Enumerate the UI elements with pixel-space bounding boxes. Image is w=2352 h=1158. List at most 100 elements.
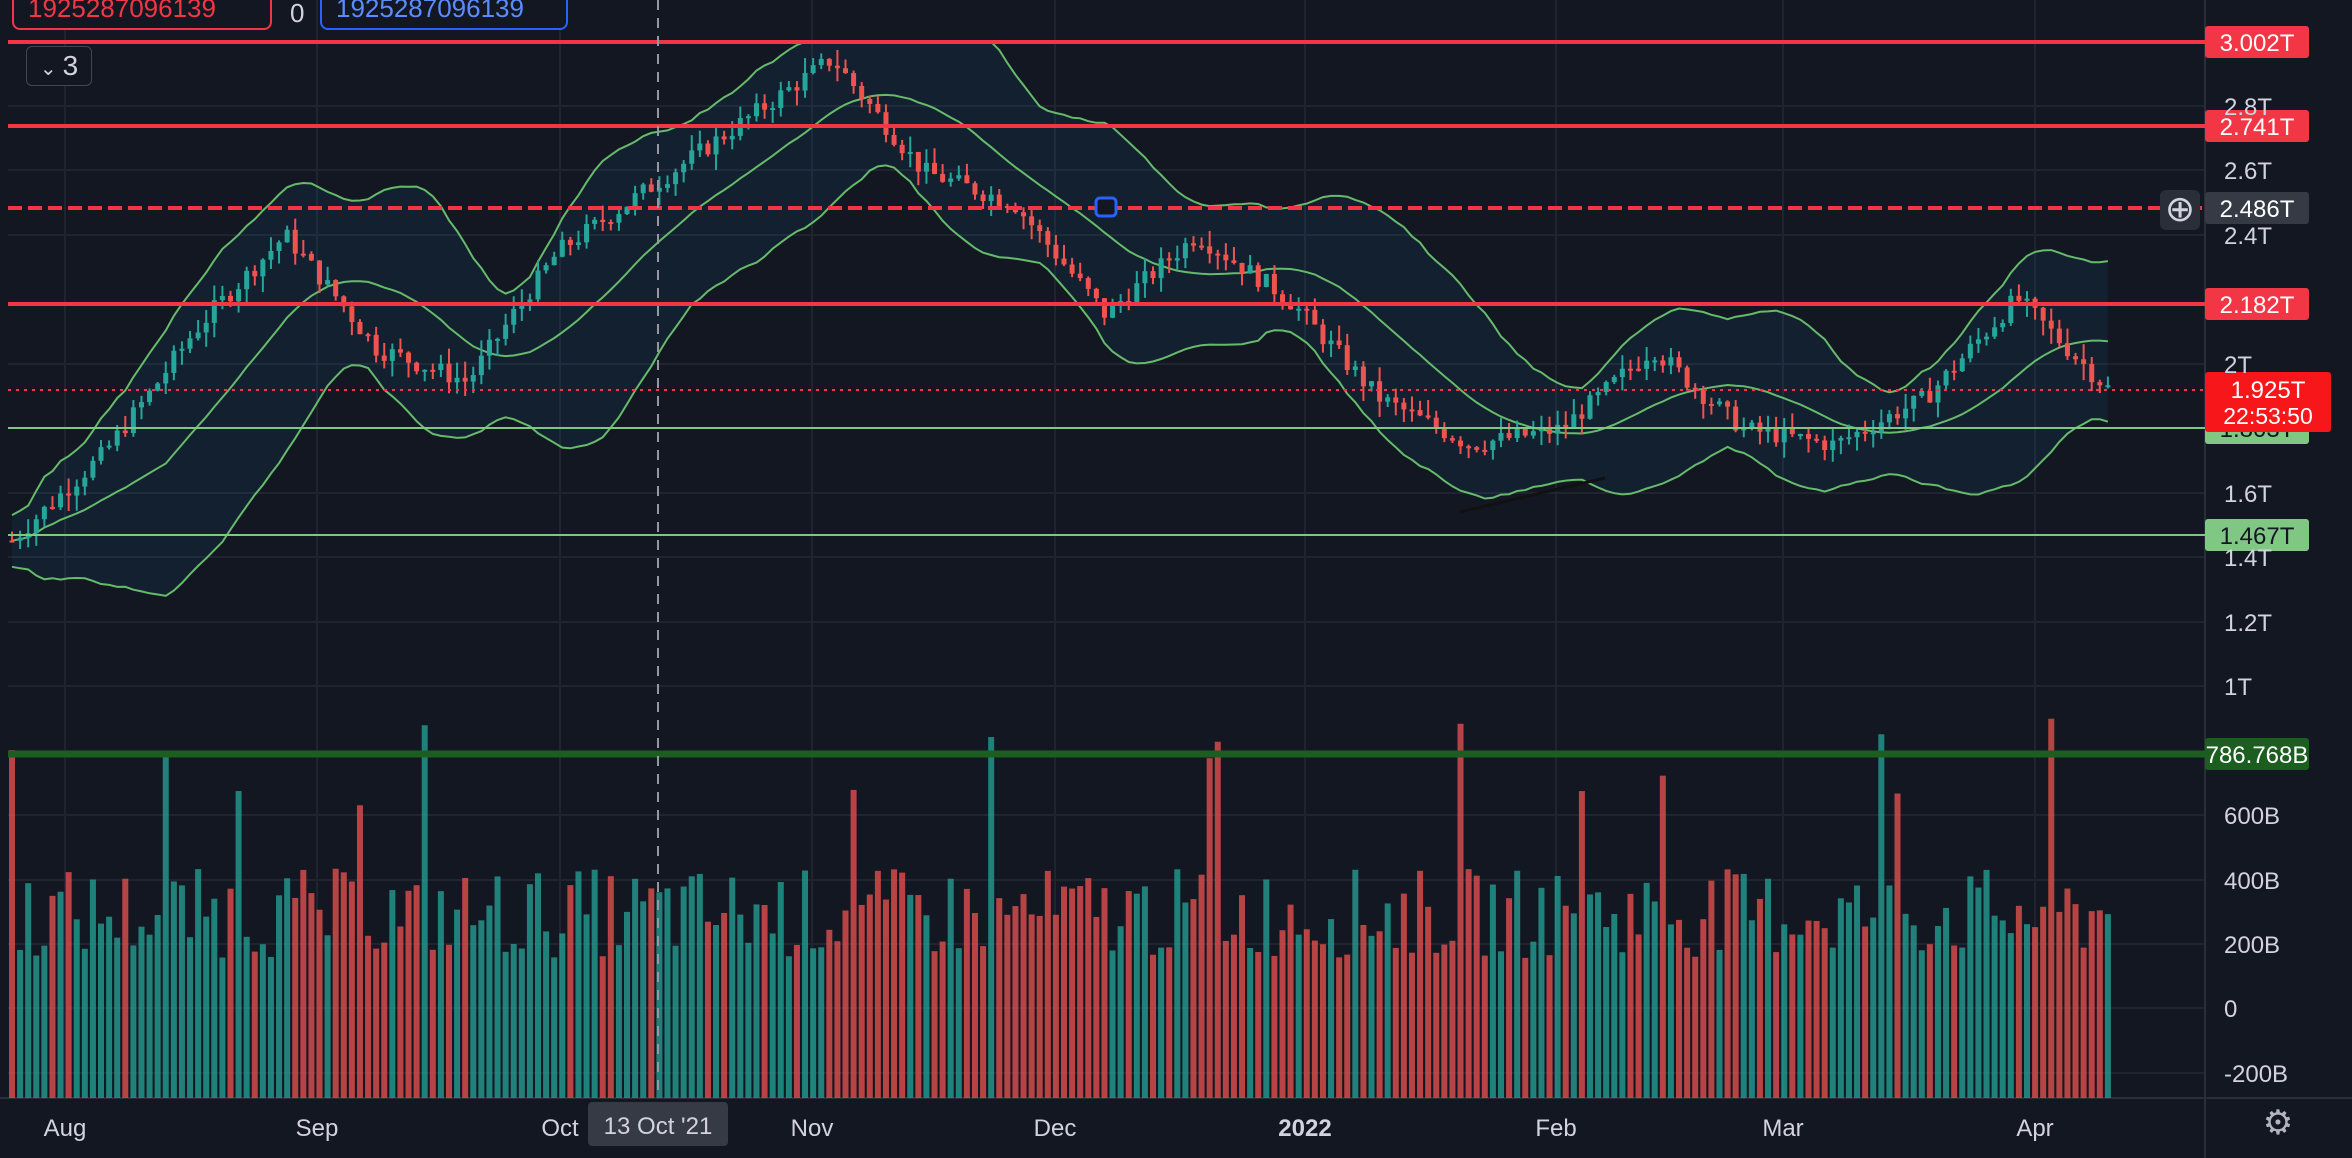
- volume-bar: [356, 805, 363, 1098]
- volume-bar: [1150, 954, 1157, 1098]
- candle-body: [98, 447, 104, 461]
- candle-body: [252, 270, 258, 277]
- horizontal-levels[interactable]: 3.002T2.741T2.486T2.182T1.803T1.467T786.…: [8, 26, 2331, 770]
- volume-bar: [1408, 952, 1415, 1098]
- volume-bar: [1166, 947, 1173, 1098]
- volume-bar: [494, 876, 501, 1098]
- candle-body: [1830, 440, 1836, 451]
- candle-body: [1247, 265, 1253, 274]
- candle-body: [1935, 385, 1941, 403]
- time-tick-label: Aug: [44, 1115, 87, 1142]
- candle-body: [1207, 246, 1213, 254]
- volume-bar: [1012, 906, 1019, 1098]
- candle-body: [1992, 327, 1998, 337]
- candle-body: [567, 239, 573, 246]
- candle-body: [988, 194, 994, 201]
- volume-bar: [1182, 902, 1189, 1098]
- candle-body: [268, 250, 274, 260]
- volume-bar: [680, 886, 687, 1098]
- candle-body: [317, 260, 323, 285]
- candle-body: [851, 73, 857, 86]
- candle-body: [1797, 434, 1803, 437]
- volume-bar: [300, 869, 307, 1098]
- candle-body: [843, 68, 849, 74]
- gear-icon[interactable]: ⚙: [2262, 1104, 2294, 1142]
- volume-bar: [1765, 878, 1772, 1098]
- candle-body: [584, 223, 590, 243]
- trend-line[interactable]: [1459, 476, 1606, 514]
- indicator-collapse-button[interactable]: ⌄ 3: [26, 46, 92, 86]
- candle-body: [2016, 295, 2022, 301]
- candle-body: [1619, 368, 1625, 378]
- volume-bar: [1910, 925, 1917, 1098]
- volume-bar: [1093, 916, 1100, 1098]
- candle-body: [1603, 382, 1609, 393]
- candle-body: [1199, 245, 1205, 248]
- volume-bar: [1174, 869, 1181, 1098]
- volume-bar: [219, 957, 226, 1098]
- candle-body: [802, 72, 808, 91]
- volume-bar: [1570, 913, 1577, 1098]
- volume-bar: [1959, 947, 1966, 1098]
- candle-body: [713, 136, 719, 155]
- volume-bar: [842, 910, 849, 1098]
- volume-bar: [1230, 934, 1237, 1098]
- candle-body: [1822, 440, 1828, 451]
- volume-bar: [1611, 914, 1618, 1098]
- candle-body: [535, 270, 541, 300]
- volume-bar: [1190, 899, 1197, 1098]
- candle-body: [632, 193, 638, 207]
- candle-body: [389, 349, 395, 361]
- candle-body: [1466, 446, 1472, 449]
- volume-bar: [1425, 906, 1432, 1098]
- volume-bar: [753, 904, 760, 1098]
- candle-body: [82, 477, 88, 487]
- candle-body: [1182, 243, 1188, 259]
- volume-bar: [980, 946, 987, 1098]
- drawing-anchor-handle[interactable]: [1094, 196, 1118, 218]
- volume-bar: [1829, 947, 1836, 1098]
- candle-body: [1385, 397, 1391, 402]
- volume-bar: [615, 945, 622, 1098]
- volume-bar: [1085, 878, 1092, 1098]
- volume-bar: [65, 872, 72, 1098]
- candle-body: [1271, 273, 1277, 295]
- header-value-blue[interactable]: 1925287096139: [320, 0, 568, 30]
- volume-bar: [1514, 870, 1521, 1098]
- candle-body: [1053, 244, 1059, 259]
- candle-body: [357, 321, 363, 335]
- plus-circle-icon[interactable]: ⊕: [2160, 190, 2200, 230]
- volume-bar: [470, 925, 477, 1098]
- candle-body: [300, 253, 306, 256]
- volume-bar: [1384, 903, 1391, 1098]
- candle-body: [1668, 357, 1674, 366]
- candle-body: [1846, 437, 1852, 440]
- volume-bar: [1740, 873, 1747, 1098]
- volume-bar: [1101, 888, 1108, 1098]
- volume-bar: [882, 899, 889, 1098]
- candle-body: [527, 299, 533, 304]
- candle-body: [1093, 288, 1099, 299]
- candle-body: [697, 143, 703, 151]
- candle-body: [1061, 258, 1067, 265]
- header-value-red[interactable]: 1925287096139: [12, 0, 272, 30]
- candle-body: [195, 332, 201, 339]
- candle-body: [616, 213, 622, 223]
- volume-bar: [1020, 894, 1027, 1098]
- volume-bar: [907, 894, 914, 1098]
- price-tick-label: 2T: [2224, 352, 2252, 379]
- candle-body: [1069, 264, 1075, 274]
- volume-bar: [931, 951, 938, 1098]
- volume-bar: [899, 872, 906, 1098]
- candle-body: [2064, 343, 2070, 357]
- volume-bar: [1934, 926, 1941, 1098]
- volume-bar: [413, 885, 420, 1098]
- volume-bar: [1522, 957, 1529, 1098]
- volume-bar: [2056, 911, 2063, 1098]
- volume-tick-label: 600B: [2224, 803, 2280, 830]
- candle-body: [373, 334, 379, 356]
- volume-bar: [397, 926, 404, 1098]
- current-price-tag: 1.925T: [2231, 377, 2306, 404]
- candle-body: [2008, 295, 2014, 323]
